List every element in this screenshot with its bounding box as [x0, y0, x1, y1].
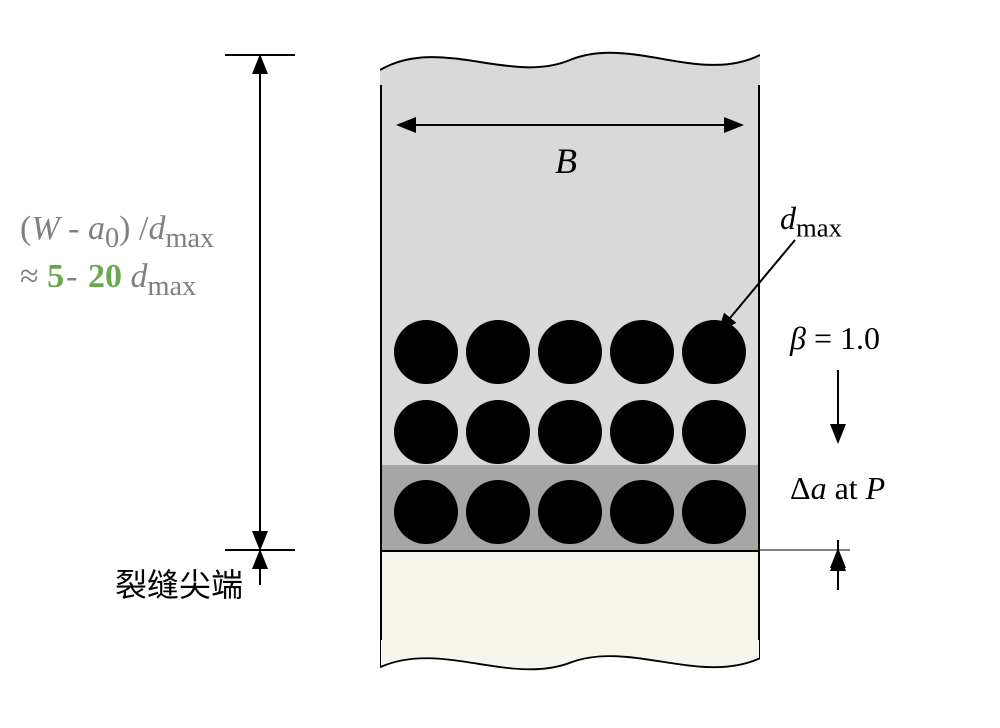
label-delta-a: Δa at P	[790, 470, 885, 507]
label-delta-a-a: a	[811, 470, 827, 506]
label-dmax-sub: max	[796, 212, 842, 242]
arrows-overlay	[0, 0, 1000, 728]
label-approx: ≈ 5- 20 dmax	[20, 258, 196, 303]
label-crack-tip: 裂缝尖端	[115, 560, 243, 606]
label-dmax: dmax	[780, 200, 842, 243]
label-beta-val: = 1.0	[806, 320, 880, 356]
approx-20: 20	[88, 258, 131, 295]
label-delta-sym: Δ	[790, 470, 811, 506]
label-Wa0-expr: (W - a0) /dmax	[20, 210, 214, 255]
label-beta: β = 1.0	[790, 320, 880, 357]
diagram-canvas: B dmax β = 1.0 Δa at P 裂缝尖端 (W - a0) /dm…	[0, 0, 1000, 728]
label-delta-P: P	[866, 470, 886, 506]
label-dmax-d: d	[780, 200, 796, 236]
label-delta-at: at	[827, 470, 866, 506]
label-B: B	[555, 140, 577, 182]
label-beta-sym: β	[790, 320, 806, 356]
approx-5: 5	[47, 258, 64, 295]
